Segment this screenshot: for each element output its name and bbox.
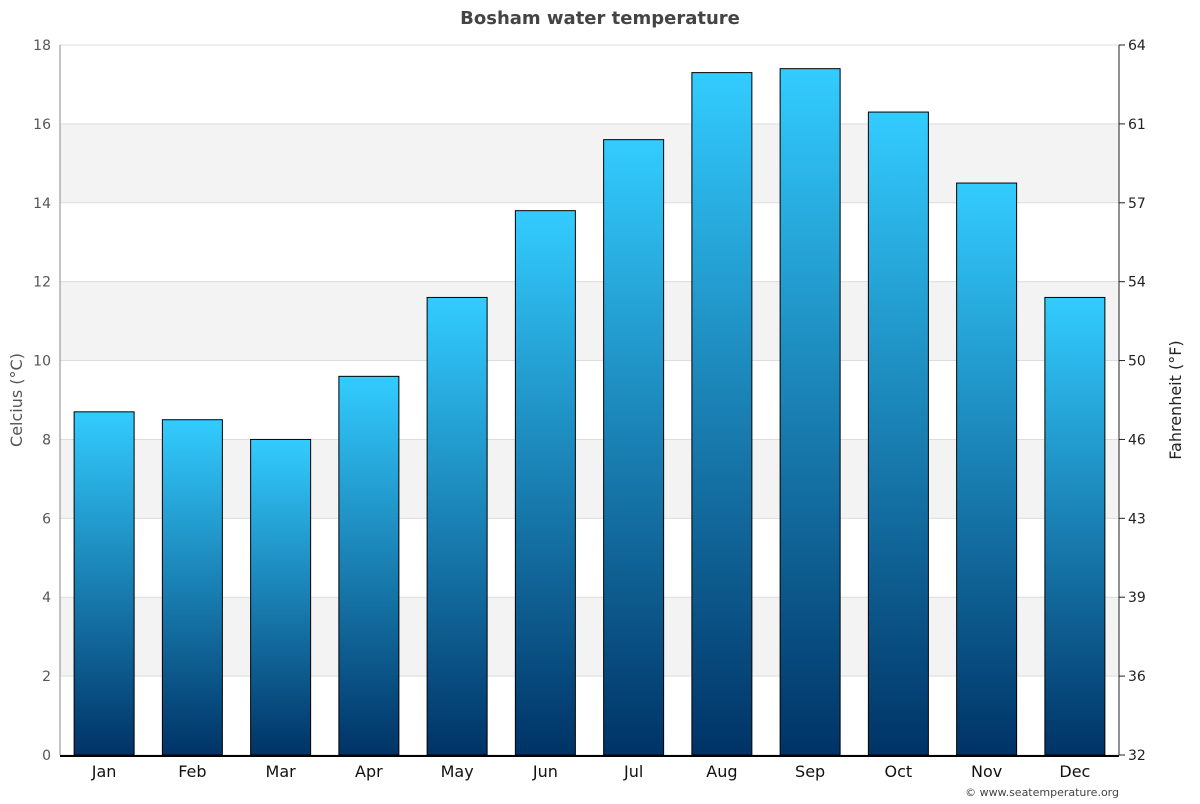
bar-apr (338, 375, 400, 756)
y2-tick-label: 43 (1128, 511, 1146, 527)
credit: © www.seatemperature.org (965, 786, 1119, 799)
y2-tick-label: 50 (1128, 354, 1146, 370)
y2-tick-label: 46 (1128, 432, 1146, 448)
y-tick-label: 2 (42, 669, 51, 685)
bar-nov (956, 182, 1018, 756)
bar-mar (250, 438, 312, 756)
chart-title: Bosham water temperature (460, 8, 740, 29)
x-tick-label: Mar (266, 762, 297, 781)
bar-aug (691, 72, 753, 756)
x-tick-label: Sep (795, 762, 825, 781)
bar-jan (73, 411, 135, 756)
bar-jun (514, 210, 576, 756)
y-tick-label: 4 (42, 590, 51, 606)
y-tick-label: 14 (33, 196, 51, 212)
y2-tick-label: 61 (1128, 117, 1146, 133)
grid-band (60, 597, 1119, 677)
y-tick-label: 12 (33, 275, 51, 291)
bar-oct (867, 111, 929, 756)
y2-tick-label: 57 (1128, 196, 1146, 212)
y-axis-label: Celcius (°C) (7, 353, 26, 447)
x-tick-label: Apr (355, 762, 383, 781)
grid-band (60, 281, 1119, 361)
y-tick-label: 0 (42, 748, 51, 764)
y2-tick-label: 39 (1128, 590, 1146, 606)
y-tick-label: 6 (42, 511, 51, 527)
x-tick-label: Aug (706, 762, 737, 781)
x-tick-label: Jan (91, 762, 117, 781)
y-tick-label: 18 (33, 38, 51, 54)
x-tick-label: Oct (885, 762, 913, 781)
x-tick-label: Jun (532, 762, 558, 781)
x-tick-label: Dec (1059, 762, 1090, 781)
y2-axis-label: Fahrenheit (°F) (1166, 340, 1185, 459)
y2-tick-label: 32 (1128, 748, 1146, 764)
bar-dec (1044, 296, 1106, 756)
y-tick-label: 10 (33, 354, 51, 370)
x-tick-label: May (441, 762, 474, 781)
bar-feb (161, 419, 223, 756)
x-tick-label: Feb (178, 762, 206, 781)
bar-sep (779, 68, 841, 756)
x-tick-label: Jul (623, 762, 643, 781)
y2-tick-label: 36 (1128, 669, 1146, 685)
grid-band (60, 123, 1119, 203)
x-tick-label: Nov (971, 762, 1002, 781)
y2-tick-label: 64 (1128, 38, 1146, 54)
bar-may (426, 296, 488, 756)
y-tick-label: 8 (42, 432, 51, 448)
bar-jul (603, 139, 665, 756)
y-tick-label: 16 (33, 117, 51, 133)
y2-tick-label: 54 (1128, 275, 1146, 291)
grid-band (60, 439, 1119, 519)
